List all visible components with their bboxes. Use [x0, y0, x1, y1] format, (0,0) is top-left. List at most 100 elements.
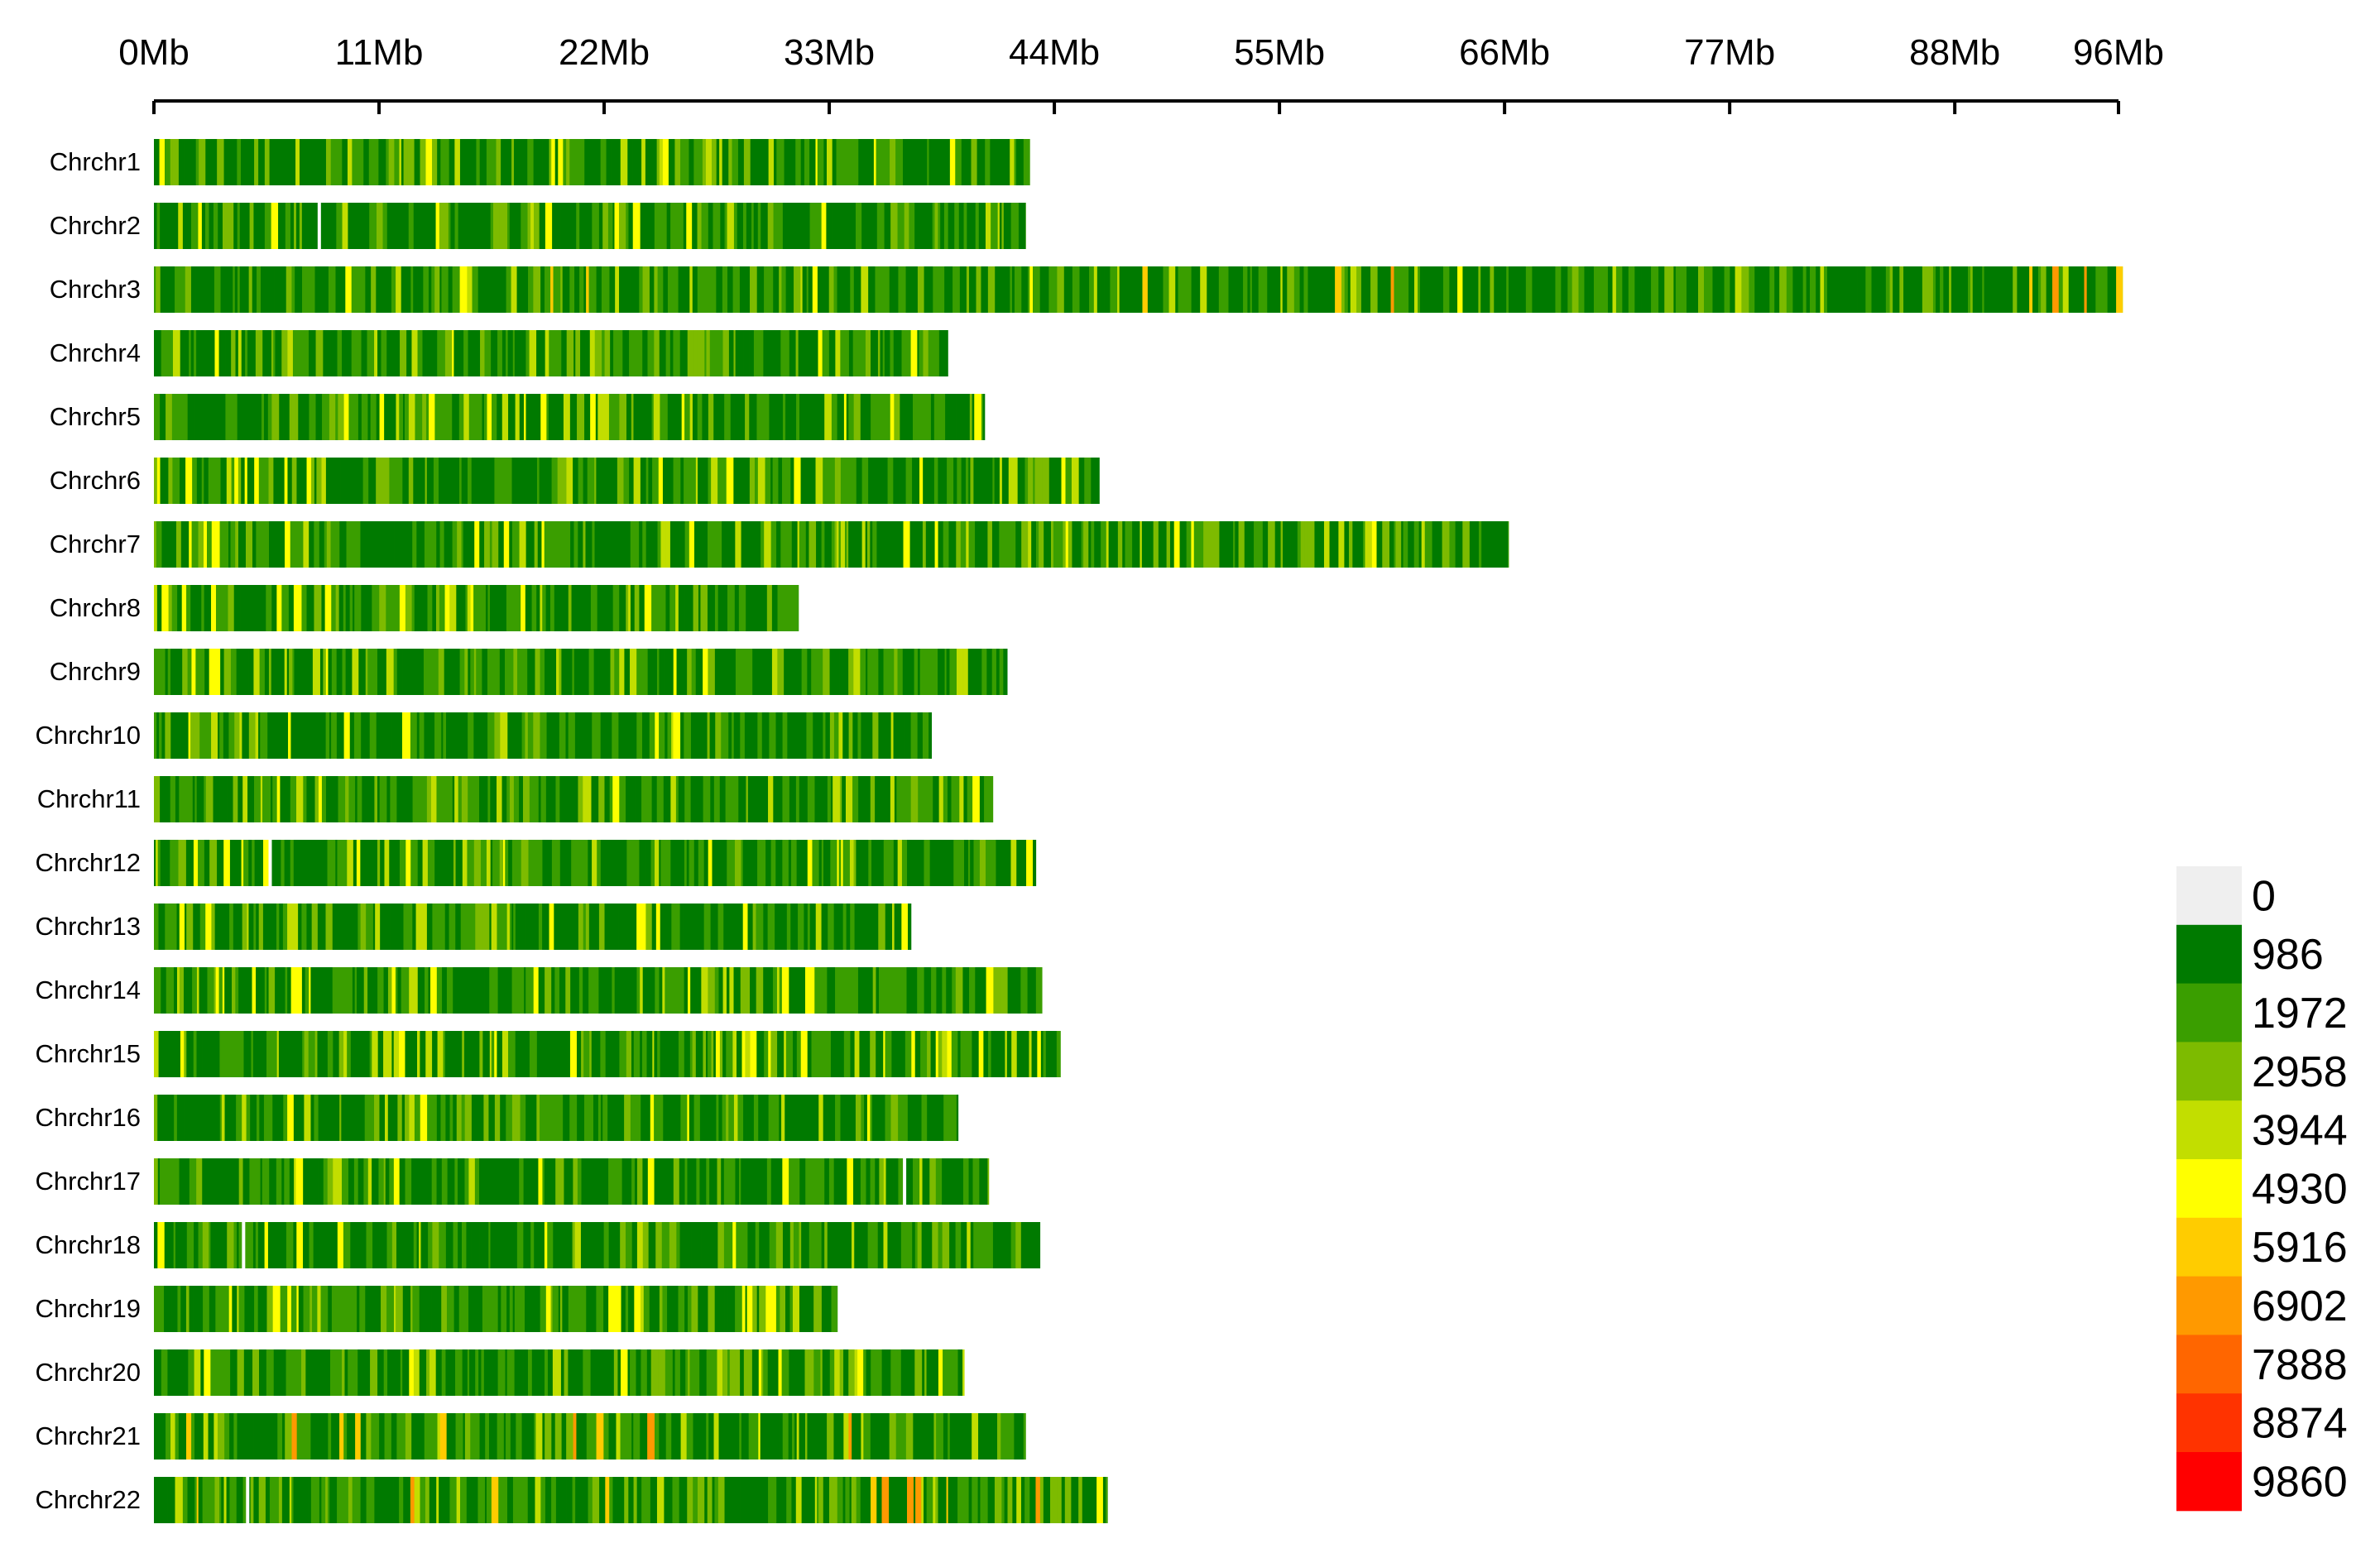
density-bin — [511, 521, 520, 568]
density-bin — [1816, 266, 1821, 313]
density-bin — [190, 330, 194, 376]
density-bin — [741, 1031, 746, 1077]
density-bin — [281, 266, 287, 313]
density-bin — [555, 776, 560, 822]
density-bin — [639, 585, 645, 631]
density-bin — [706, 1349, 712, 1396]
density-bin — [1370, 266, 1378, 313]
density-bin — [1008, 458, 1011, 504]
density-bin — [700, 585, 708, 631]
density-bin — [228, 712, 235, 759]
density-bin — [327, 1158, 333, 1205]
density-bin — [560, 203, 564, 249]
density-bin — [551, 840, 557, 886]
density-bin — [996, 1222, 1003, 1268]
density-bin — [288, 712, 291, 759]
density-bin — [779, 1095, 782, 1141]
density-bin — [1147, 266, 1152, 313]
density-bin — [458, 1158, 465, 1205]
density-bin — [1418, 266, 1421, 313]
density-bin — [1462, 521, 1471, 568]
density-bin — [401, 266, 407, 313]
density-bin — [269, 904, 277, 950]
density-bin — [1023, 1413, 1026, 1460]
density-bin — [535, 904, 540, 950]
density-bin — [402, 1413, 406, 1460]
density-bin — [659, 967, 663, 1014]
density-bin — [1960, 266, 1969, 313]
density-bin — [452, 1413, 456, 1460]
density-bin — [223, 1477, 227, 1523]
density-bin — [1730, 266, 1735, 313]
density-bin — [917, 967, 924, 1014]
density-bin — [1532, 266, 1539, 313]
density-bin — [211, 521, 215, 568]
density-bin — [344, 330, 353, 376]
density-bin — [547, 1031, 553, 1077]
density-bin — [275, 1222, 283, 1268]
density-bin — [414, 1413, 419, 1460]
density-bin — [600, 585, 607, 631]
density-bin — [2017, 266, 2025, 313]
density-bin — [956, 649, 963, 695]
density-bin — [321, 266, 325, 313]
density-bin — [956, 521, 962, 568]
density-bin — [819, 712, 823, 759]
density-bin — [154, 1095, 158, 1141]
density-bin — [727, 967, 730, 1014]
density-bin — [698, 1286, 706, 1332]
density-bin — [359, 458, 363, 504]
density-bin — [374, 1095, 380, 1141]
density-bin — [205, 139, 209, 185]
density-bin — [602, 521, 608, 568]
density-bin — [223, 649, 232, 695]
density-bin — [476, 649, 482, 695]
density-bin — [542, 904, 549, 950]
density-bin — [742, 904, 748, 950]
density-bin — [234, 712, 240, 759]
density-bin — [1243, 266, 1245, 313]
density-bin — [1096, 266, 1101, 313]
density-bin — [400, 1222, 408, 1268]
density-bin — [309, 521, 314, 568]
density-bin — [938, 776, 944, 822]
density-bin — [527, 139, 534, 185]
density-bin — [810, 266, 813, 313]
density-bin — [776, 1349, 779, 1396]
density-bin — [905, 1413, 914, 1460]
density-bin — [697, 1477, 705, 1523]
density-bin — [525, 712, 529, 759]
density-bin — [725, 1413, 727, 1460]
density-bin — [501, 776, 507, 822]
density-bin — [991, 840, 996, 886]
density-bin — [756, 266, 765, 313]
density-bin — [429, 840, 435, 886]
density-bin — [301, 330, 309, 376]
density-bin — [746, 776, 749, 822]
density-bin — [830, 1413, 834, 1460]
density-bin — [216, 266, 221, 313]
density-bin — [524, 458, 530, 504]
density-bin — [1769, 266, 1775, 313]
density-bin — [296, 1222, 304, 1268]
density-bin — [209, 967, 214, 1014]
density-bin — [1056, 1031, 1061, 1077]
density-bin — [707, 776, 711, 822]
chromosome-label: Chrchr2 — [50, 211, 141, 240]
density-bin — [199, 394, 204, 440]
density-bin — [242, 712, 250, 759]
density-bin — [876, 458, 882, 504]
density-bin — [645, 521, 652, 568]
density-bin — [712, 1222, 718, 1268]
density-bin — [642, 266, 650, 313]
density-bin — [722, 840, 727, 886]
density-bin — [610, 649, 615, 695]
density-bin — [333, 330, 338, 376]
density-bin — [636, 1413, 641, 1460]
density-bin — [240, 139, 249, 185]
density-bin — [1193, 521, 1200, 568]
density-bin — [353, 712, 358, 759]
density-bin — [567, 1222, 573, 1268]
density-bin — [1200, 266, 1207, 313]
density-bin — [742, 266, 751, 313]
